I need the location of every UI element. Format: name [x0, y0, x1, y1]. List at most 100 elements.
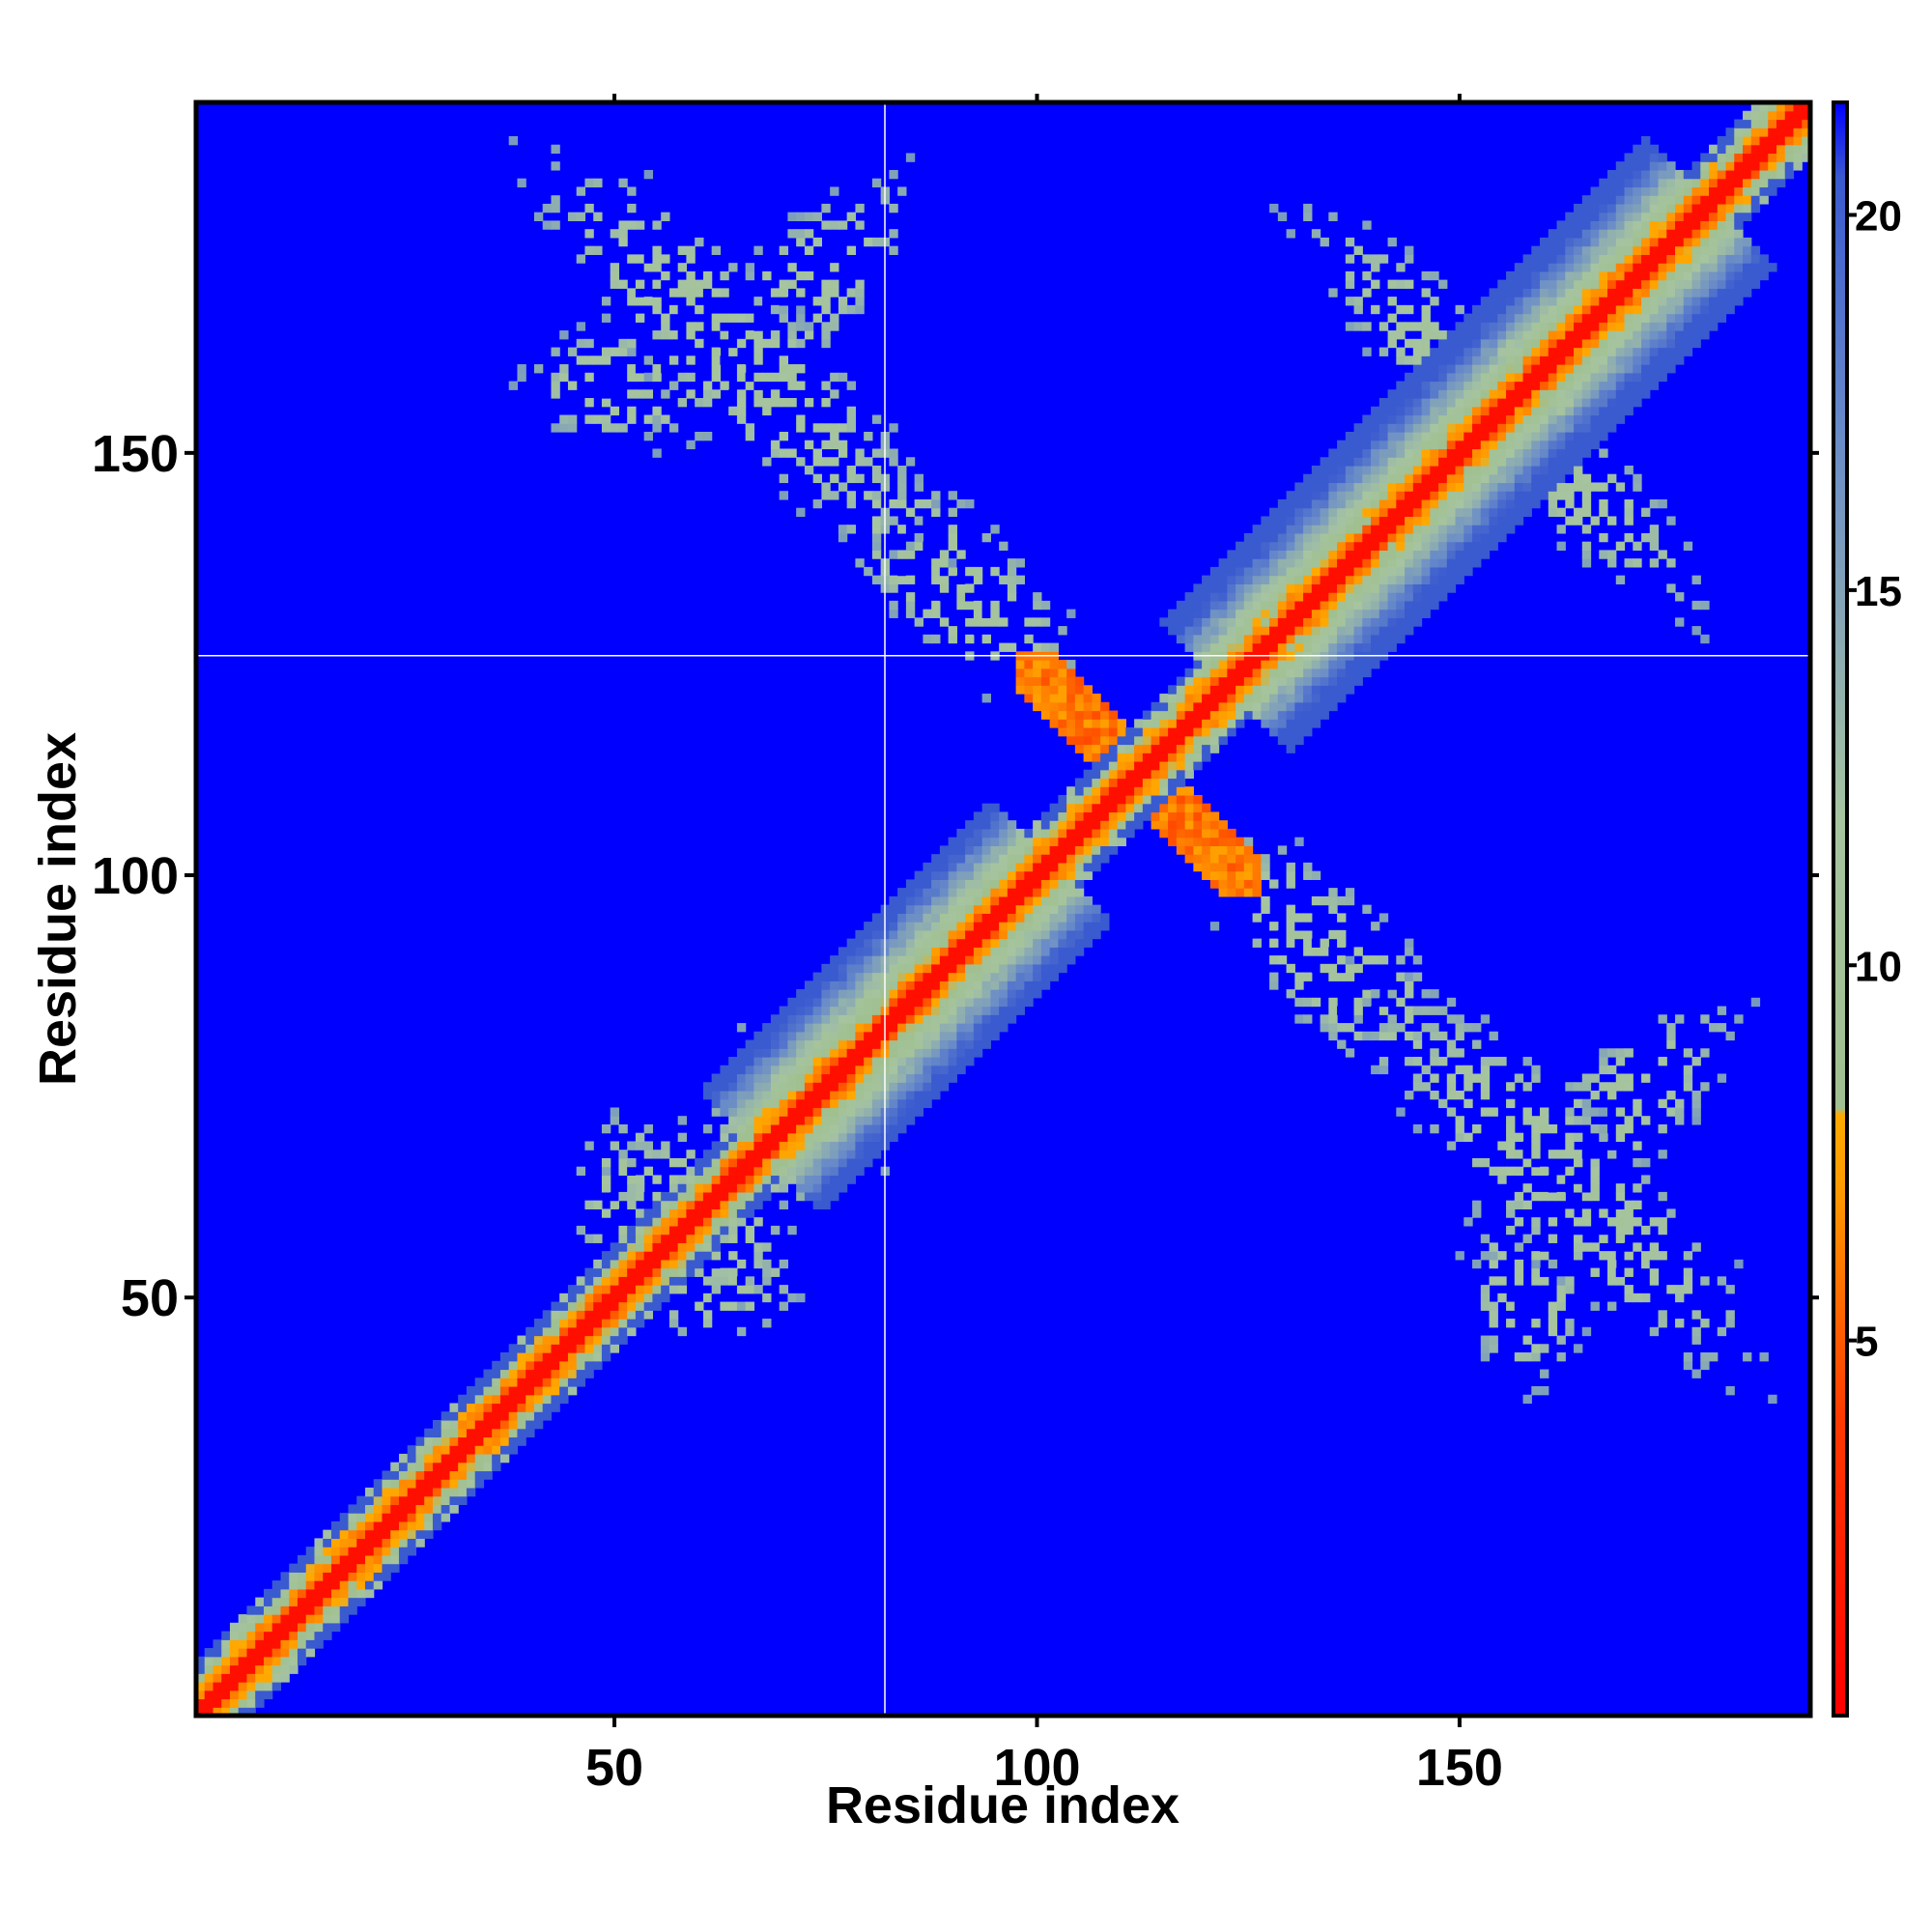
heatmap-cell [1480, 1234, 1491, 1243]
heatmap-cell [728, 1141, 738, 1151]
heatmap-cell [1269, 879, 1279, 889]
heatmap-cell [424, 1487, 434, 1497]
heatmap-cell [1328, 482, 1338, 492]
heatmap-cell [1455, 1132, 1464, 1143]
heatmap-cell [610, 1344, 620, 1353]
heatmap-cell [305, 1554, 316, 1565]
heatmap-cell [1236, 837, 1245, 847]
heatmap-cell [855, 279, 865, 289]
heatmap-cell [668, 1319, 679, 1328]
heatmap-cell [1472, 516, 1482, 526]
heatmap-cell [1463, 558, 1473, 568]
heatmap-cell [1581, 229, 1592, 239]
heatmap-cell [745, 355, 755, 365]
heatmap-cell [652, 414, 662, 424]
heatmap-cell [1514, 1352, 1524, 1362]
heatmap-cell [1311, 617, 1321, 627]
heatmap-cell [1083, 870, 1093, 880]
heatmap-cell [314, 1631, 324, 1640]
heatmap-cell [846, 1157, 856, 1168]
heatmap-cell [787, 1039, 797, 1049]
heatmap-cell [1151, 701, 1160, 712]
heatmap-cell [643, 1251, 654, 1261]
heatmap-cell [1540, 1276, 1549, 1286]
heatmap-cell [643, 263, 654, 272]
heatmap-cell [1565, 457, 1575, 467]
heatmap-cell [855, 1098, 865, 1109]
heatmap-cell [821, 338, 831, 349]
heatmap-cell [593, 1259, 603, 1269]
heatmap-cell [458, 1411, 468, 1421]
heatmap-cell [990, 947, 1000, 956]
heatmap-cell [1497, 1293, 1507, 1303]
heatmap-cell [610, 1200, 620, 1209]
heatmap-cell [695, 1208, 704, 1218]
heatmap-cell [1599, 431, 1608, 441]
heatmap-cell [1286, 507, 1295, 518]
heatmap-cell [770, 1023, 781, 1033]
heatmap-cell [871, 1090, 882, 1100]
heatmap-cell [1565, 431, 1575, 441]
heatmap-cell [1387, 980, 1397, 990]
heatmap-cell [1574, 355, 1583, 365]
heatmap-cell [1024, 888, 1034, 897]
heatmap-cell [593, 1267, 603, 1277]
heatmap-cell [1378, 448, 1389, 458]
heatmap-cell [1371, 507, 1380, 518]
heatmap-cell [1497, 288, 1507, 298]
heatmap-cell [280, 1605, 290, 1615]
heatmap-cell [728, 1234, 738, 1243]
heatmap-cell [897, 532, 907, 543]
heatmap-cell [1176, 753, 1186, 762]
heatmap-cell [1277, 676, 1288, 686]
heatmap-cell [652, 1293, 662, 1303]
heatmap-cell [812, 473, 822, 484]
heatmap-cell [1624, 1200, 1634, 1209]
heatmap-cell [1405, 465, 1414, 475]
heatmap-cell [1277, 617, 1288, 627]
heatmap-cell [499, 1369, 510, 1378]
heatmap-cell [652, 1276, 662, 1286]
heatmap-cell [238, 1648, 248, 1658]
heatmap-cell [1540, 448, 1549, 458]
heatmap-cell [1328, 1031, 1338, 1041]
heatmap-cell [702, 1319, 713, 1328]
heatmap-cell [1455, 1090, 1464, 1100]
heatmap-cell [1058, 854, 1067, 864]
heatmap-cell [1590, 372, 1600, 383]
heatmap-cell [1430, 389, 1439, 399]
heatmap-cell [846, 989, 856, 999]
heatmap-cell [796, 1191, 806, 1202]
heatmap-cell [1463, 1098, 1473, 1109]
heatmap-cell [1615, 398, 1626, 408]
heatmap-cell [499, 1394, 510, 1405]
heatmap-cell [1134, 727, 1144, 737]
heatmap-cell [1202, 701, 1211, 712]
heatmap-cell [753, 1123, 763, 1134]
heatmap-cell [821, 1132, 831, 1143]
heatmap-cell [1446, 389, 1457, 399]
heatmap-cell [1337, 473, 1347, 484]
heatmap-cell [686, 1200, 696, 1209]
heatmap-cell [643, 1191, 654, 1202]
heatmap-cell [1243, 845, 1254, 855]
heatmap-cell [864, 1132, 873, 1143]
heatmap-cell [711, 1191, 722, 1202]
heatmap-cell [1405, 532, 1414, 543]
heatmap-cell [1387, 634, 1397, 644]
heatmap-cell [1337, 609, 1347, 618]
heatmap-cell [753, 1150, 763, 1159]
heatmap-cell [1058, 870, 1067, 880]
heatmap-cell [1243, 558, 1254, 568]
heatmap-cell [610, 1259, 620, 1269]
heatmap-cell [990, 811, 1000, 821]
heatmap-cell [762, 1031, 772, 1041]
heatmap-cell [1405, 947, 1414, 956]
heatmap-cell [830, 1116, 839, 1125]
heatmap-cell [1007, 955, 1017, 965]
heatmap-cell [1412, 423, 1423, 433]
heatmap-cell [1184, 676, 1194, 686]
heatmap-cell [1565, 263, 1575, 272]
heatmap-cell [1218, 617, 1228, 627]
heatmap-cell [483, 1403, 493, 1412]
